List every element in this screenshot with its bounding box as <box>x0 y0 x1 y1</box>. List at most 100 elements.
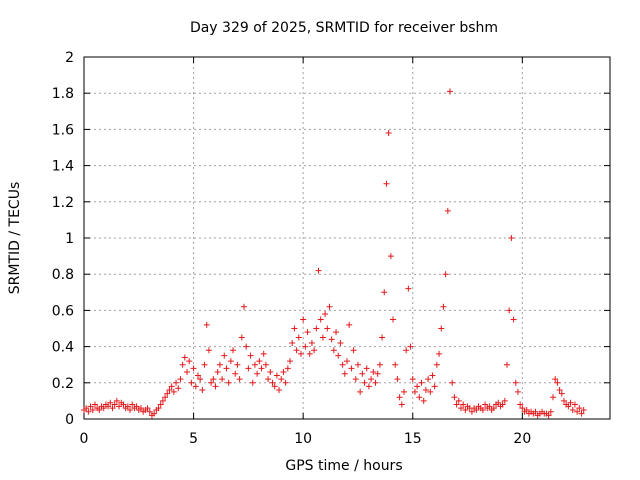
data-point <box>265 376 272 383</box>
data-point <box>352 376 359 383</box>
data-point <box>295 334 302 341</box>
data-points <box>81 88 587 419</box>
data-point <box>350 347 357 354</box>
data-point <box>578 410 585 417</box>
data-point <box>225 379 232 386</box>
data-point <box>300 316 307 323</box>
data-point <box>405 285 412 292</box>
data-point <box>269 379 276 386</box>
data-point <box>490 405 497 412</box>
data-point <box>179 361 186 368</box>
data-point <box>214 368 221 375</box>
data-point <box>565 403 572 410</box>
data-point <box>291 325 298 332</box>
data-point <box>545 412 552 419</box>
data-point <box>486 403 493 410</box>
data-point <box>567 399 574 406</box>
data-point <box>560 397 567 404</box>
data-point <box>576 405 583 412</box>
data-point <box>236 376 243 383</box>
data-point <box>495 399 502 406</box>
data-point <box>444 207 451 214</box>
data-point <box>212 383 219 390</box>
data-point <box>460 401 467 408</box>
data-point <box>558 390 565 397</box>
data-point <box>580 406 587 413</box>
data-point <box>280 368 287 375</box>
data-point <box>499 401 506 408</box>
y-tick-label: 0.2 <box>52 376 74 392</box>
data-point <box>387 253 394 260</box>
data-point <box>177 376 184 383</box>
data-point <box>344 358 350 365</box>
data-point <box>556 387 563 394</box>
data-point <box>194 372 201 379</box>
data-point <box>385 130 392 137</box>
data-point <box>284 365 291 372</box>
data-point <box>451 394 458 401</box>
data-point <box>210 376 217 383</box>
data-point <box>409 376 416 383</box>
y-tick-label: 1.4 <box>52 159 74 175</box>
data-point <box>447 88 454 95</box>
data-point <box>392 361 399 368</box>
y-tick-label: 0.6 <box>52 303 74 319</box>
data-point <box>368 376 375 383</box>
data-point <box>240 303 247 310</box>
data-point <box>517 401 524 408</box>
data-point <box>400 388 407 395</box>
plot-frame <box>83 56 611 420</box>
data-point <box>184 368 191 375</box>
data-point <box>396 394 403 401</box>
data-point <box>501 397 508 404</box>
data-point <box>571 401 578 408</box>
data-point <box>429 372 436 379</box>
data-point <box>221 352 228 359</box>
data-point <box>510 316 517 323</box>
data-point <box>297 350 304 357</box>
data-point <box>569 406 576 413</box>
data-point <box>339 361 346 368</box>
data-point <box>341 370 348 377</box>
data-point <box>313 325 320 332</box>
data-point <box>547 408 554 415</box>
data-point <box>436 350 443 357</box>
data-point <box>574 408 581 415</box>
data-point <box>146 408 153 415</box>
data-point <box>111 401 118 408</box>
data-point <box>407 343 414 350</box>
data-point <box>175 385 182 392</box>
data-point <box>398 401 405 408</box>
y-tick-label: 0.4 <box>52 340 74 356</box>
data-point <box>234 361 241 368</box>
x-axis-label: GPS time / hours <box>285 458 402 474</box>
data-point <box>315 267 322 274</box>
data-point <box>293 347 300 354</box>
data-point <box>442 271 449 278</box>
data-point <box>205 347 212 354</box>
x-tick-label: 0 <box>80 431 89 447</box>
data-point <box>168 383 175 390</box>
data-point <box>326 303 333 310</box>
data-point <box>335 352 342 359</box>
data-point <box>91 401 98 408</box>
data-point <box>96 406 103 413</box>
data-point <box>89 406 96 413</box>
data-point <box>227 358 234 365</box>
data-point <box>354 361 361 368</box>
y-tick-label: 1.6 <box>52 122 74 138</box>
data-point <box>238 334 245 341</box>
x-tick-label: 15 <box>404 431 422 447</box>
data-point <box>83 405 90 412</box>
data-point <box>124 403 131 410</box>
data-point <box>383 180 390 187</box>
data-point <box>317 316 324 323</box>
data-point <box>453 401 460 408</box>
data-point <box>267 368 274 375</box>
data-point <box>414 383 421 390</box>
data-point <box>245 365 252 372</box>
data-point <box>219 376 226 383</box>
data-point <box>287 358 294 365</box>
data-point <box>554 379 561 386</box>
data-point <box>330 347 337 354</box>
